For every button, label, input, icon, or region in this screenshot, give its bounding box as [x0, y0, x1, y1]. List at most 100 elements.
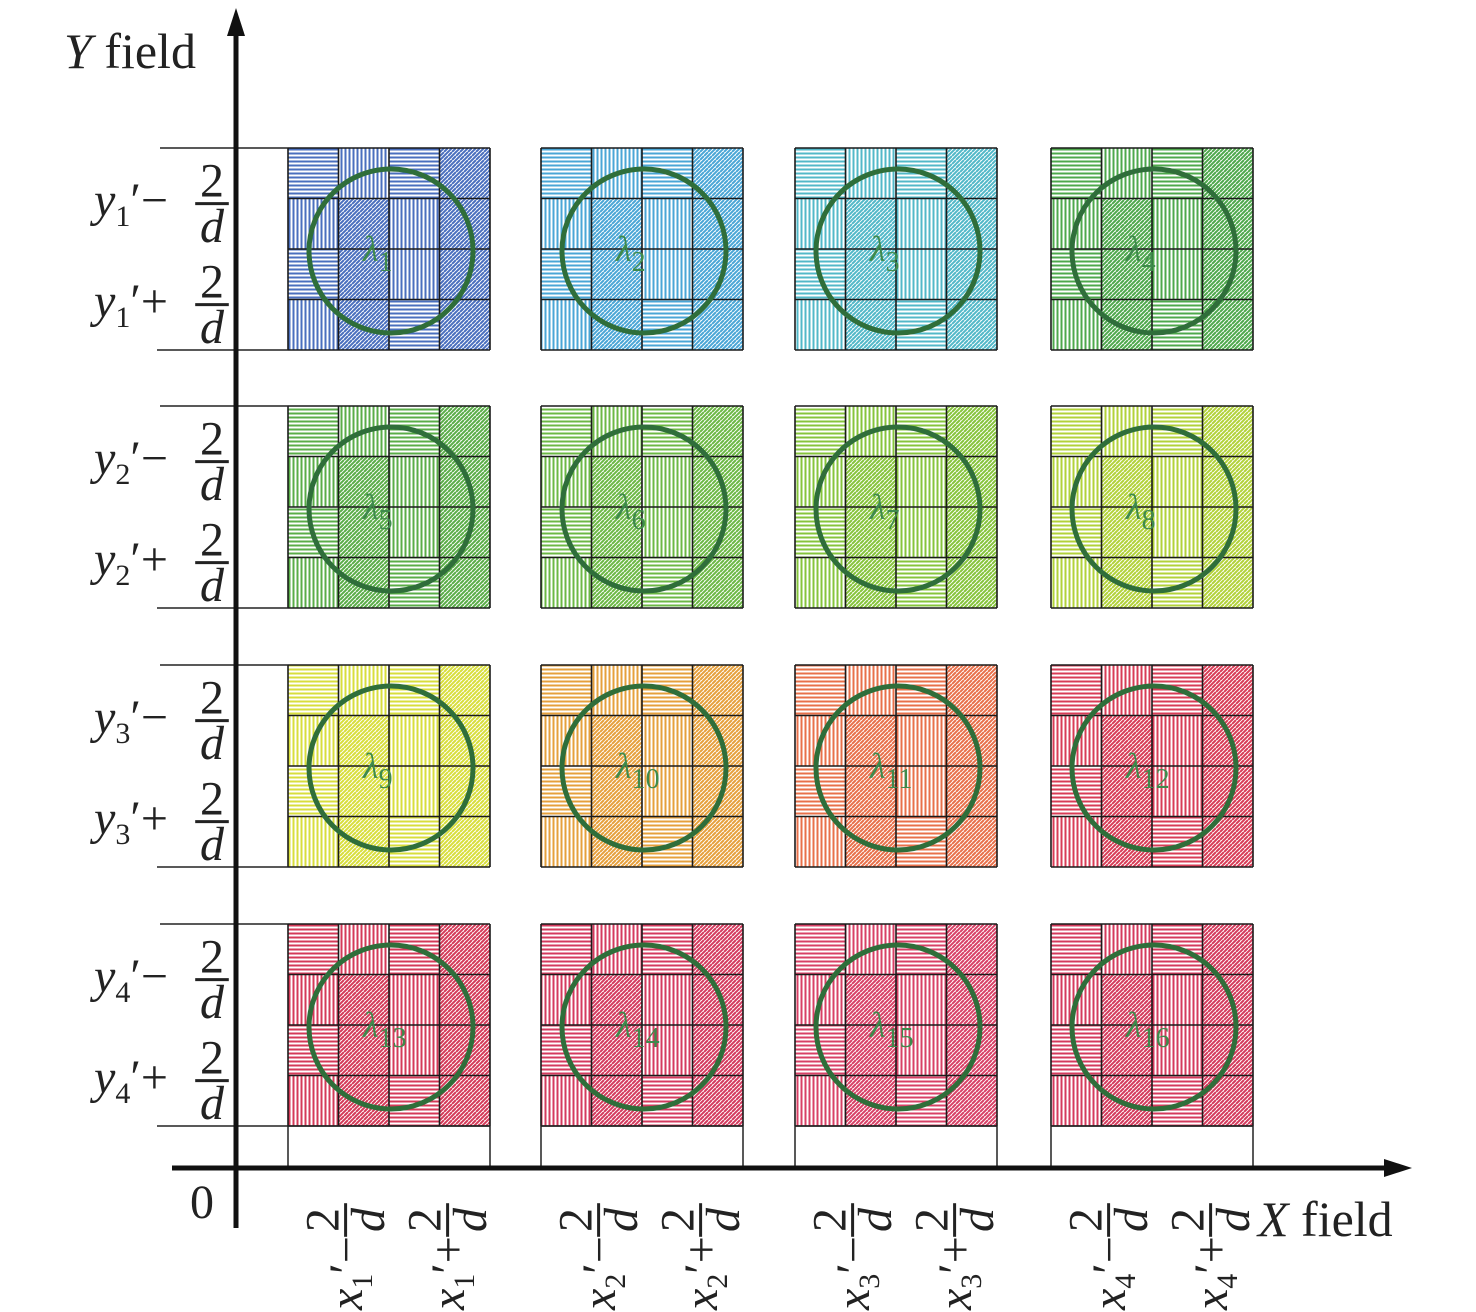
fraction-denominator: d: [595, 1207, 648, 1232]
sub-cell: [389, 198, 440, 249]
lambda-label-14: λ14: [615, 1005, 660, 1054]
sub-cell: [1202, 715, 1253, 766]
sub-cell: [946, 715, 997, 766]
x-label-2-minus: x2′−2d: [549, 1203, 648, 1311]
x-fraction-1-minus: 2d: [296, 1203, 395, 1237]
wavelength-cell-14: λ14: [540, 923, 744, 1127]
x-axis-title: X field: [1256, 1191, 1393, 1247]
lambda-label-1: λ1: [362, 229, 393, 278]
sub-cell: [692, 198, 743, 249]
fraction-numerator: 2: [200, 930, 224, 983]
y-label-4-minus: y4′−: [89, 950, 168, 1009]
fraction-denominator: d: [200, 559, 225, 612]
sub-cell: [1152, 507, 1203, 558]
sub-cell: [389, 507, 440, 558]
x-label-1-minus: x1′−2d: [296, 1203, 395, 1311]
wavelength-cell-9: λ9: [287, 664, 491, 868]
y-axis-title: Y field: [64, 23, 196, 79]
sub-cell: [439, 1075, 490, 1126]
y-axis-arrow-icon: [227, 8, 245, 36]
fraction-denominator: d: [342, 1207, 395, 1232]
sub-cell: [1202, 456, 1253, 507]
wavelength-cell-7: λ7: [794, 405, 998, 609]
sub-cell: [1051, 148, 1102, 199]
sub-cell: [439, 299, 490, 350]
sub-cell: [338, 974, 389, 1025]
beam-circle: [1069, 683, 1239, 853]
sub-cell: [338, 456, 389, 507]
sub-cell: [1152, 249, 1203, 300]
y-fraction-4-plus: 2d: [195, 1031, 229, 1130]
sub-cell: [439, 456, 490, 507]
x-fraction-2-plus: 2d: [651, 1203, 750, 1237]
sub-cell: [338, 766, 389, 817]
sub-cell: [541, 148, 592, 199]
wavelength-cell-2: λ2: [540, 147, 744, 351]
wavelength-cell-12: λ12: [1050, 664, 1254, 868]
wavelength-cell-13: λ13: [287, 923, 491, 1127]
x-label-2-plus: x2′+2d: [651, 1203, 750, 1311]
fraction-numerator: 2: [398, 1208, 451, 1232]
sub-cell: [591, 1075, 642, 1126]
sub-cell: [896, 456, 947, 507]
wavelength-cell-15: λ15: [794, 923, 998, 1127]
x-fraction-4-minus: 2d: [1059, 1203, 1158, 1237]
lambda-label-8: λ8: [1125, 487, 1156, 536]
sub-cell: [845, 507, 896, 558]
lambda-label-16: λ16: [1125, 1005, 1170, 1054]
beam-circle: [306, 166, 476, 336]
sub-cell: [692, 715, 743, 766]
wavelength-cell-11: λ11: [794, 664, 998, 868]
fraction-numerator: 2: [1059, 1208, 1112, 1232]
y-label-1-minus: y1′−: [89, 174, 168, 233]
sub-cell: [288, 665, 339, 716]
sub-cell: [845, 1075, 896, 1126]
sub-cell: [1051, 406, 1102, 457]
sub-cell: [591, 198, 642, 249]
x-tick-bracket: [287, 1126, 491, 1168]
beam-circle: [559, 683, 729, 853]
sub-cell: [591, 299, 642, 350]
sub-cell: [896, 715, 947, 766]
sub-cell: [946, 557, 997, 608]
beam-circle: [813, 166, 983, 336]
x-tick-bracket: [540, 1126, 744, 1168]
sub-cell: [896, 974, 947, 1025]
sub-cell: [795, 924, 846, 975]
origin-label: 0: [190, 1176, 214, 1229]
fraction-numerator: 2: [803, 1208, 856, 1232]
x-tick-bracket: [794, 1126, 998, 1168]
sub-cell: [1152, 456, 1203, 507]
sub-cell: [591, 1025, 642, 1076]
x-label-text: x1′+: [422, 1236, 481, 1311]
sub-cell: [1101, 299, 1152, 350]
sub-cell: [1152, 715, 1203, 766]
beam-circle: [1069, 166, 1239, 336]
sub-cell: [642, 249, 693, 300]
x-label-3-plus: x3′+2d: [905, 1203, 1004, 1311]
sub-cell: [795, 406, 846, 457]
x-fraction-1-plus: 2d: [398, 1203, 497, 1237]
sub-cell: [642, 198, 693, 249]
sub-cell: [1101, 557, 1152, 608]
sub-cell: [1152, 198, 1203, 249]
sub-cell: [795, 665, 846, 716]
sub-cell: [896, 198, 947, 249]
beam-circle: [306, 942, 476, 1112]
sub-cell: [1152, 974, 1203, 1025]
lambda-label-3: λ3: [869, 229, 900, 278]
x-fraction-3-plus: 2d: [905, 1203, 1004, 1237]
beam-circle: [306, 424, 476, 594]
y-label-4-plus: y4′+: [89, 1051, 168, 1110]
sub-cell: [541, 406, 592, 457]
x-tick-bracket: [1050, 1126, 1254, 1168]
x-label-text: x2′−: [573, 1236, 632, 1311]
lambda-label-13: λ13: [362, 1005, 407, 1054]
sub-cell: [338, 249, 389, 300]
fraction-denominator: d: [200, 301, 225, 354]
sub-cell: [1202, 198, 1253, 249]
sub-cell: [845, 249, 896, 300]
wavelength-cell-1: λ1: [287, 147, 491, 351]
lambda-label-12: λ12: [1125, 746, 1170, 795]
